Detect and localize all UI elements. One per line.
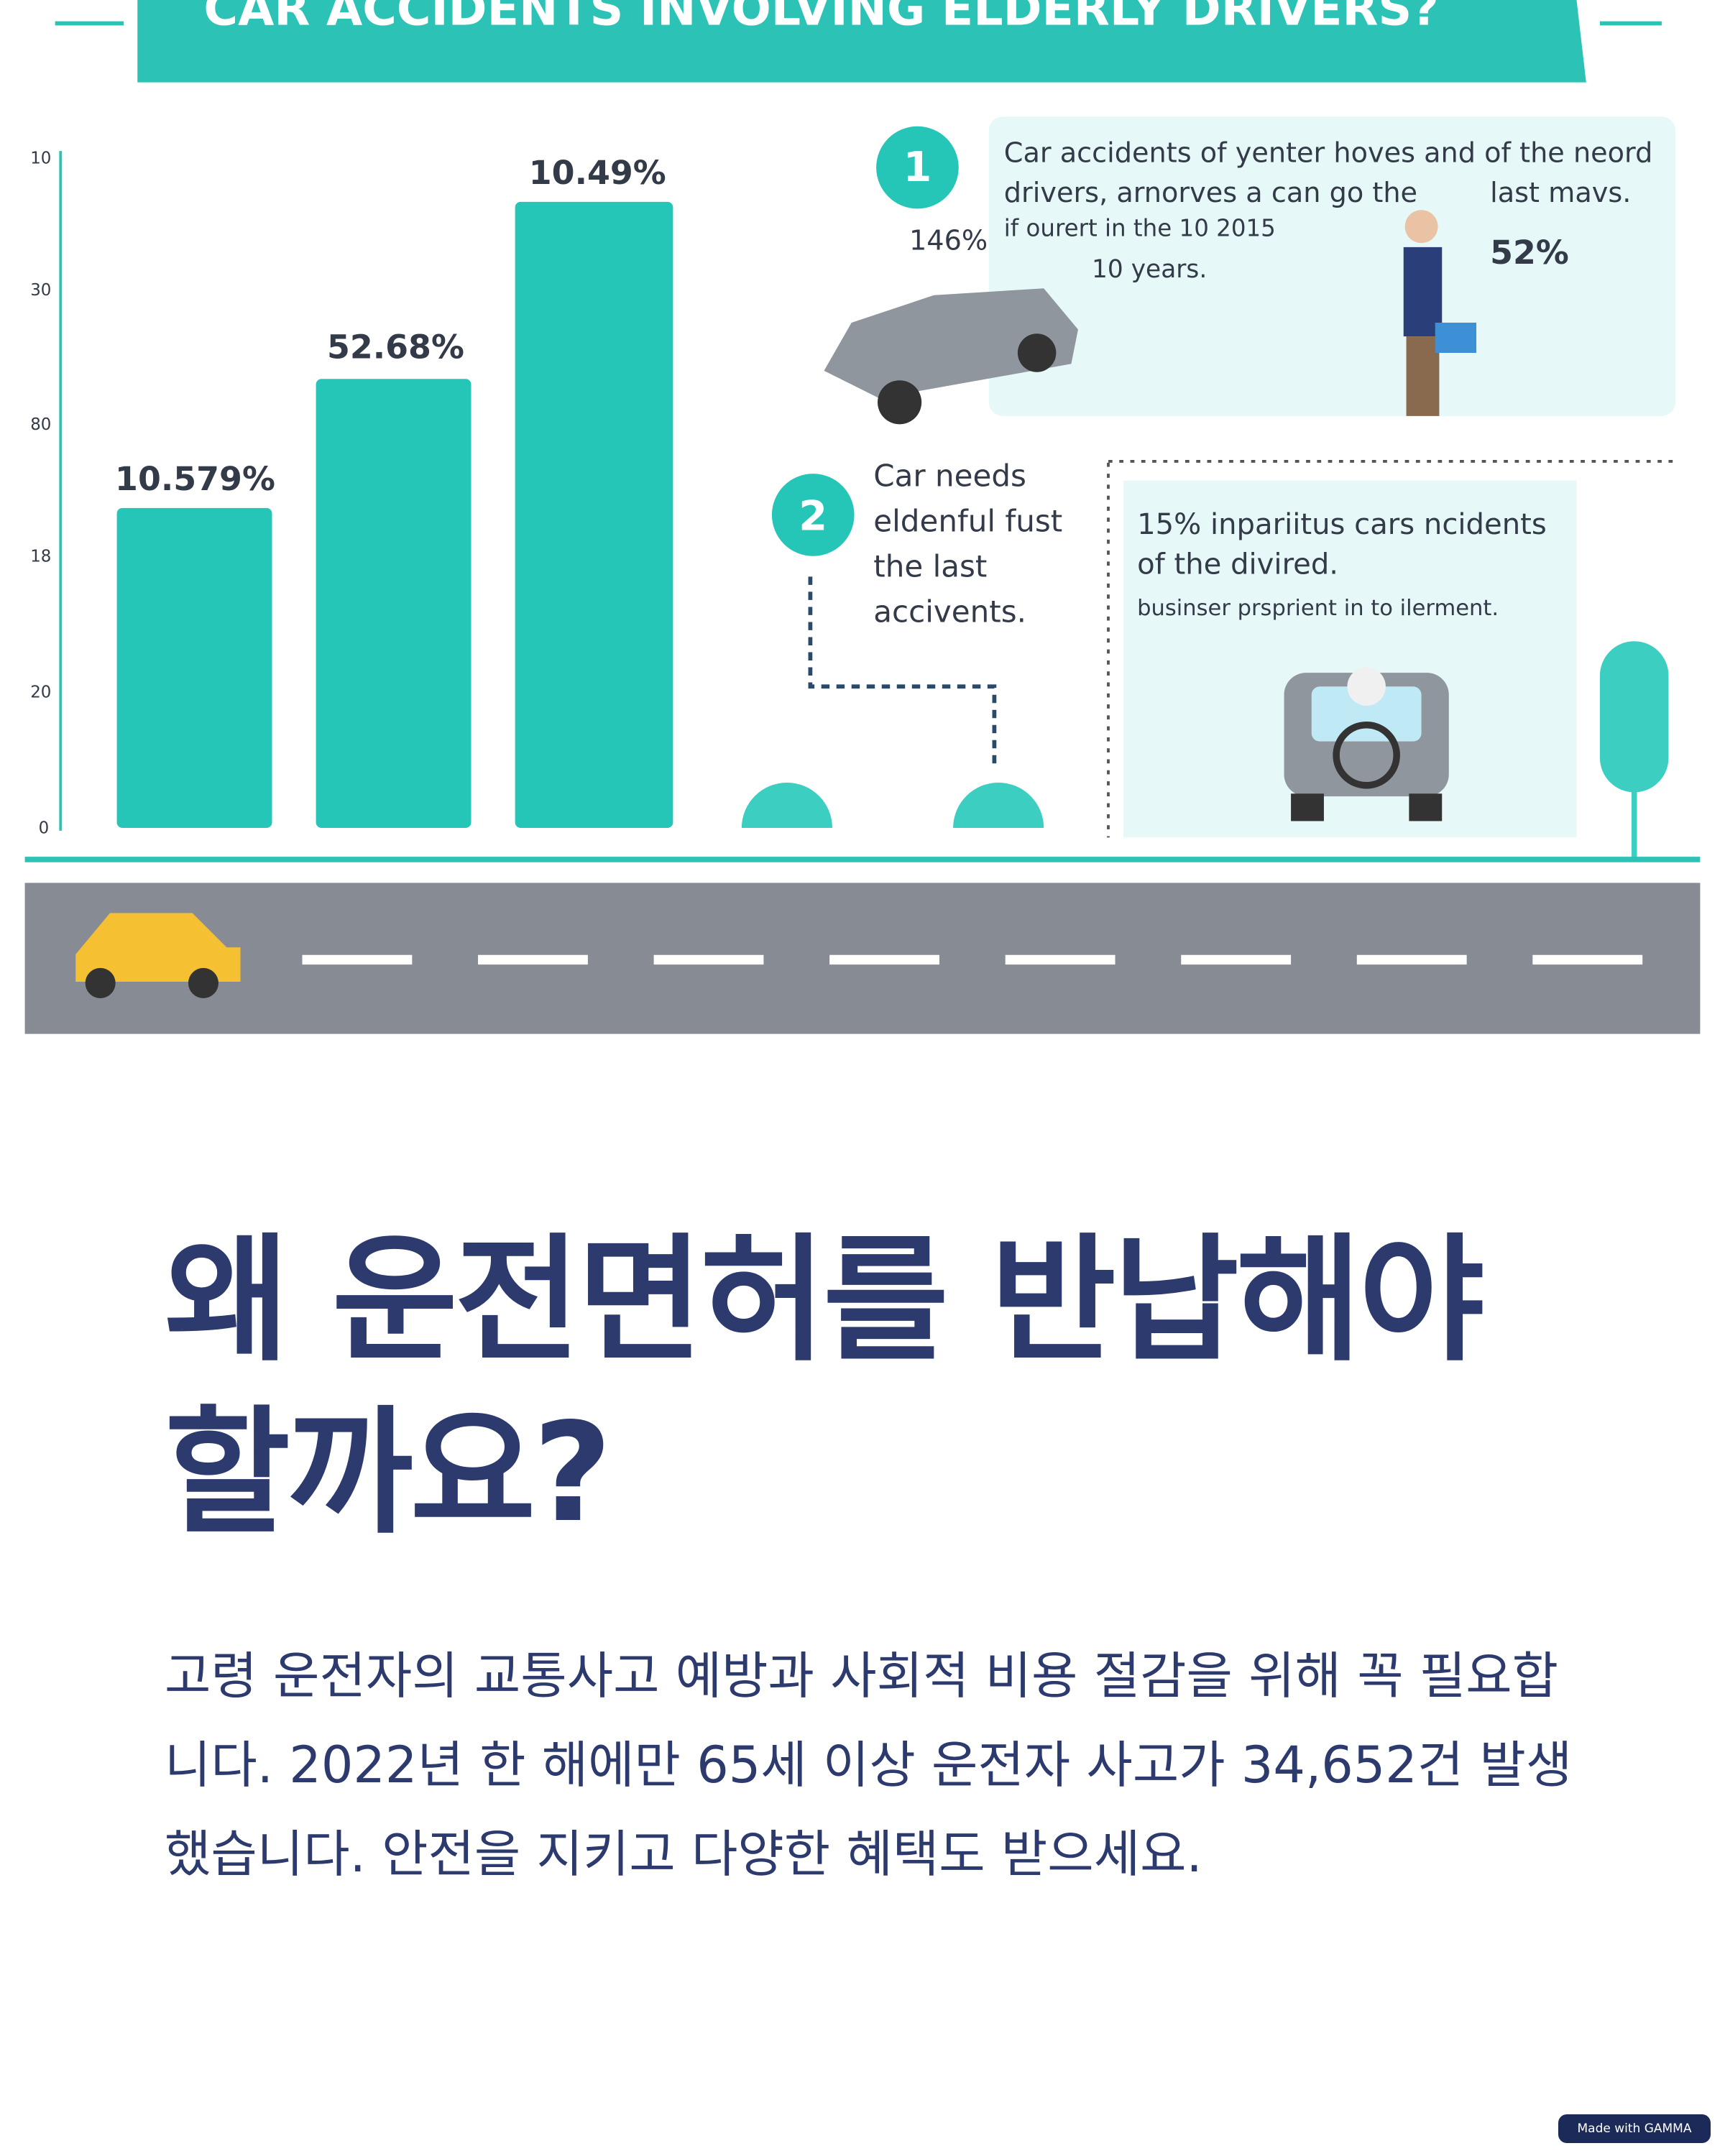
callout-text: 15% inpariitus cars ncidents [1137,508,1547,541]
bar [316,379,472,829]
callout-text: accivents. [873,594,1026,629]
infographic-title: CAR ACCIDENTS INVOLVING ELDERLY DRIVERS? [203,0,1439,36]
callout-text: 10 years. [1092,255,1207,284]
number-badge [876,126,959,209]
axis-label: 20 [30,683,51,702]
number: 2 [799,492,827,540]
callout-text: of the divired. [1137,548,1338,581]
paragraph: 고령 운전자의 교통사고 예방과 사회적 비용 절감을 위해 꼭 필요합니다. … [165,1646,1573,1884]
bar-label: 10.49% [529,153,666,192]
bar-label: 52.68% [327,328,464,367]
bush [741,783,832,829]
axis-label: 80 [30,415,51,434]
callout-text: Car needs [873,458,1026,493]
bush [953,783,1044,829]
number: 1 [903,143,932,191]
elderly-man [1403,210,1477,416]
number-badge [771,474,855,556]
callout-box [988,116,1676,416]
made-with-badge[interactable]: Made with GAMMA [1558,2114,1711,2143]
callout-text: if ourert in the 10 2015 [1004,215,1276,242]
bar [116,507,272,829]
callout-text: last mavs. [1490,178,1631,209]
callout-text: the last [873,548,987,584]
callout-text: businser prsprient in to ilerment. [1137,596,1499,621]
axis-label: 18 [30,547,51,566]
heading: 왜 운전면허를 반납해야 할까요? [165,1221,1484,1552]
infographic: CAR ACCIDENTS INVOLVING ELDERLY DRIVERS?… [0,0,1725,1044]
crashed-car [824,288,1078,425]
dotted-connector [808,576,997,769]
elderly-driver-car [1284,667,1449,821]
callout-text: Car accidents of yenter hoves and of the… [1004,137,1653,169]
callout-text: drivers, arnorves a can go the [1004,178,1417,209]
axis-label: 0 [39,819,50,838]
tree [1599,641,1669,859]
callout-text: eldenful fust [873,503,1062,538]
callout-text: 52% [1490,233,1569,272]
axis-label: 10 [30,149,51,167]
title-banner [137,0,1586,83]
bar-label: 10.579% [115,459,275,498]
callout-text: 146% [909,226,988,257]
axis-label: 30 [30,281,51,300]
yellow-car [75,913,241,998]
bar [515,201,673,829]
